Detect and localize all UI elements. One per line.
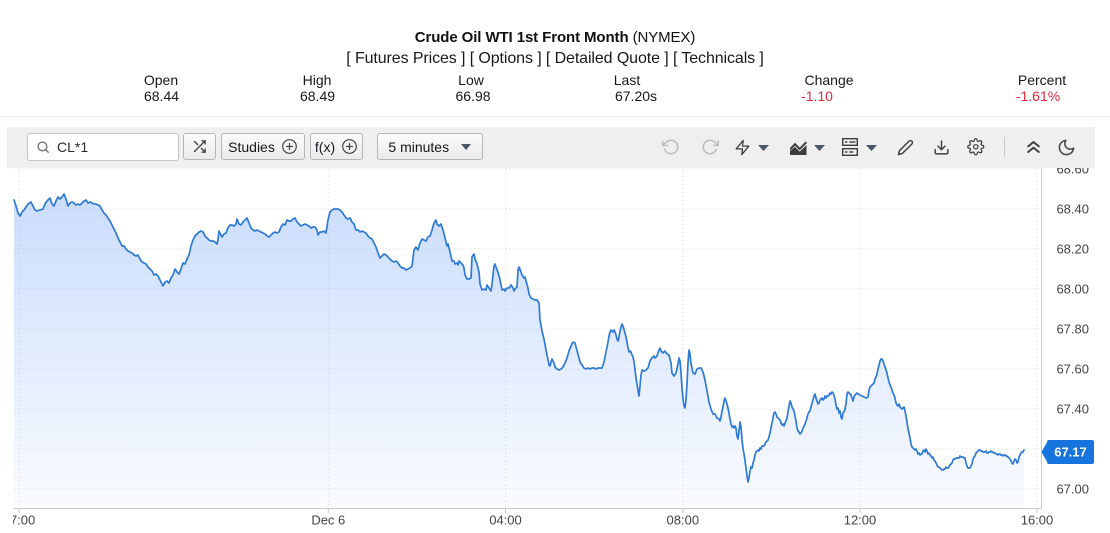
svg-text:68.20: 68.20 [1056, 242, 1089, 257]
svg-text:67.60: 67.60 [1056, 362, 1089, 377]
svg-text:12:00: 12:00 [844, 513, 877, 528]
svg-text:17:00: 17:00 [3, 513, 36, 528]
svg-text:04:00: 04:00 [489, 513, 522, 528]
svg-text:67.00: 67.00 [1056, 482, 1089, 497]
svg-text:67.17: 67.17 [1054, 445, 1087, 460]
svg-text:Dec 6: Dec 6 [311, 513, 345, 528]
svg-text:68.00: 68.00 [1056, 282, 1089, 297]
svg-text:67.80: 67.80 [1056, 322, 1089, 337]
svg-text:16:00: 16:00 [1021, 513, 1054, 528]
svg-text:68.40: 68.40 [1056, 202, 1089, 217]
svg-text:67.40: 67.40 [1056, 402, 1089, 417]
svg-text:08:00: 08:00 [667, 513, 700, 528]
